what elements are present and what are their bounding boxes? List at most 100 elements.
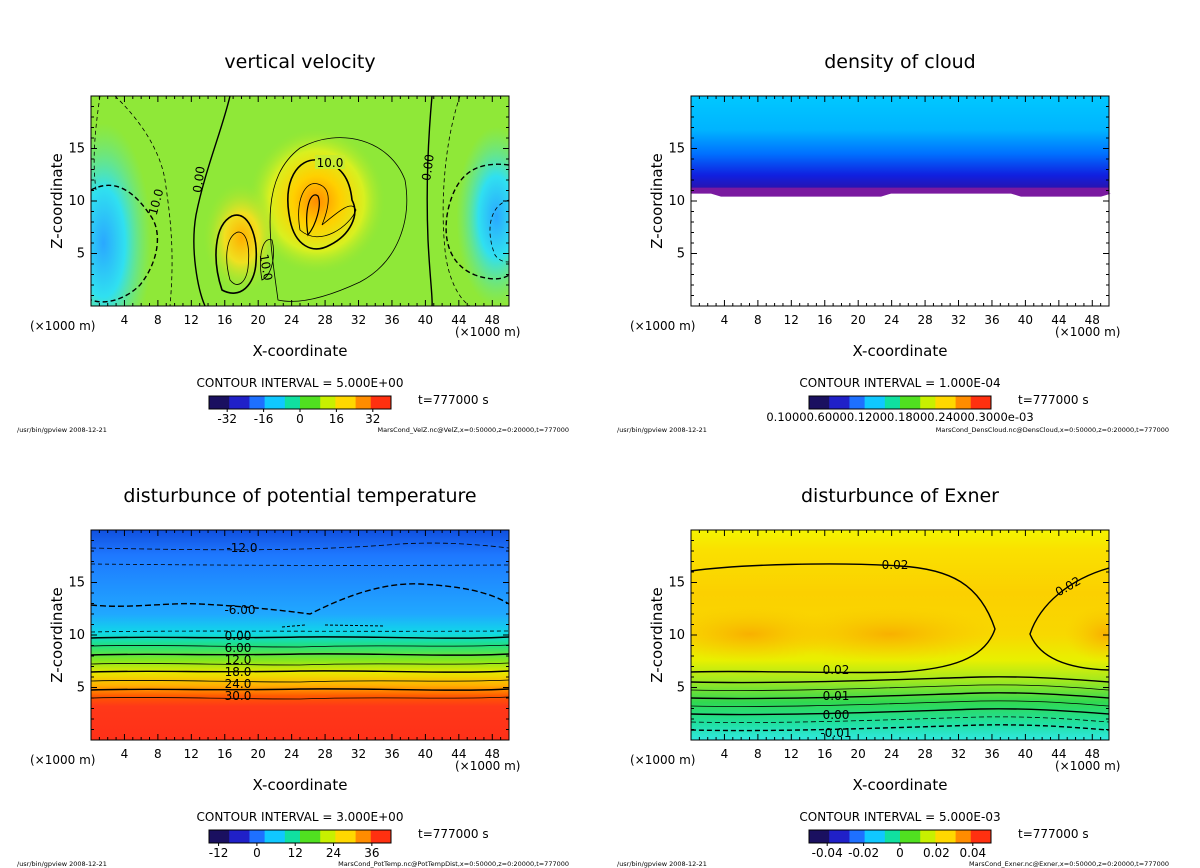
- footer-program: /usr/bin/gpview 2008-12-21: [17, 426, 107, 434]
- colorbar-cell: [879, 396, 886, 409]
- colorbar-cell: [300, 830, 306, 843]
- x-unit-left: (×1000 m): [630, 319, 695, 333]
- colorbar-cell: [930, 396, 936, 409]
- panel-exner: 0.02 0.02 0.02 0.01 0.00 -0.01 disturbunce of …: [617, 485, 1169, 868]
- colorbar-cell: [975, 830, 982, 843]
- colorbar-cell: [955, 396, 962, 409]
- colorbar-cell: [849, 830, 855, 843]
- contour-label: 30.0: [225, 689, 252, 703]
- colorbar-cell: [284, 396, 291, 409]
- contour-label: 12.0: [225, 653, 252, 667]
- contour-interval-text: CONTOUR INTERVAL = 5.000E+00: [197, 376, 404, 390]
- colorbar-cell: [300, 396, 306, 409]
- x-tick-label: 28: [917, 747, 932, 761]
- x-tick-label: 12: [184, 747, 199, 761]
- x-tick-label: 48: [485, 747, 500, 761]
- colorbar-cell: [960, 830, 967, 843]
- colorbar-cell: [980, 396, 987, 409]
- contour-label: 18.0: [225, 665, 252, 679]
- contour-label: -6.00: [224, 603, 255, 617]
- contour-line: [91, 644, 509, 648]
- colorbar-cell: [375, 396, 382, 409]
- colorbar-cell: [920, 830, 926, 843]
- colorbar-cell: [209, 830, 215, 843]
- x-axis-label: X-coordinate: [853, 776, 948, 794]
- y-tick-label: 10: [68, 628, 85, 643]
- heatmap-background: [91, 530, 509, 740]
- contour-line-negative: [91, 583, 509, 615]
- contour-label: 6.00: [225, 641, 252, 655]
- y-tick-label: 15: [668, 576, 685, 591]
- colorbar-cell: [849, 396, 855, 409]
- colorbar-cell: [289, 830, 296, 843]
- x-tick-label: 8: [154, 747, 162, 761]
- colorbar-cell: [315, 396, 321, 409]
- colorbar-cell: [325, 830, 331, 843]
- colorbar-cell: [269, 830, 276, 843]
- contour-label: 0.01: [823, 689, 850, 703]
- x-unit-right: (×1000 m): [455, 325, 520, 339]
- colorbar-cell: [930, 830, 936, 843]
- x-unit-left: (×1000 m): [30, 319, 95, 333]
- colorbar-tick-label: 24: [326, 846, 341, 860]
- colorbar: [808, 829, 992, 844]
- x-tick-label: 4: [121, 313, 129, 327]
- contour-line: [691, 700, 1109, 707]
- x-unit-right: (×1000 m): [1055, 759, 1120, 773]
- x-tick-label: 40: [1018, 747, 1033, 761]
- heatmap-field: [691, 96, 1111, 197]
- heatmap-field: [691, 530, 1109, 740]
- contour-line: [91, 688, 509, 691]
- colorbar-cell: [350, 396, 357, 409]
- x-tick-label: 12: [184, 313, 199, 327]
- footer-program: /usr/bin/gpview 2008-12-21: [17, 860, 107, 868]
- x-tick-label: 8: [754, 313, 762, 327]
- contour-line-negative: [281, 624, 306, 628]
- colorbar-cell: [239, 396, 245, 409]
- colorbar-tick-label: 0.04: [959, 846, 986, 860]
- colorbar-cell: [829, 396, 835, 409]
- colorbar: [208, 829, 392, 844]
- colorbar-cell: [889, 830, 896, 843]
- colorbar: [808, 395, 992, 410]
- colorbar-cell: [335, 396, 341, 409]
- y-tick-label: 15: [68, 576, 85, 591]
- x-tick-label: 4: [721, 313, 729, 327]
- colorbar-cell: [330, 396, 336, 409]
- x-unit-right: (×1000 m): [1055, 325, 1120, 339]
- colorbar-cell: [905, 830, 911, 843]
- x-tick-label: 48: [1085, 313, 1100, 327]
- x-tick-label: 4: [721, 747, 729, 761]
- x-axis-label: X-coordinate: [253, 342, 348, 360]
- x-tick-label: 24: [884, 747, 899, 761]
- colorbar-cell: [900, 830, 906, 843]
- x-tick-label: 36: [984, 313, 999, 327]
- chart-title: density of cloud: [824, 51, 976, 73]
- colorbar-cell: [925, 396, 931, 409]
- colorbar-cell: [945, 830, 952, 843]
- contour-interval-text: CONTOUR INTERVAL = 5.000E-03: [799, 810, 1000, 824]
- colorbar-cell: [874, 396, 881, 409]
- x-tick-label: 16: [217, 313, 232, 327]
- contour-line: [691, 708, 1109, 716]
- colorbar-cell: [380, 830, 387, 843]
- y-tick-label: 15: [68, 142, 85, 157]
- colorbar-cell: [365, 396, 372, 409]
- colorbar-cell: [869, 396, 876, 409]
- colorbar-cell: [284, 830, 291, 843]
- colorbar-cell: [315, 830, 321, 843]
- colorbar-cell: [980, 830, 987, 843]
- y-axis-label: Z-coordinate: [648, 153, 666, 248]
- heatmap-field: [91, 96, 509, 306]
- colorbar-cell: [920, 396, 926, 409]
- contour-line: [691, 563, 996, 674]
- colorbar-cell: [975, 396, 982, 409]
- downdraft-core: [456, 126, 509, 306]
- contour-labels: 10.0 0.00 10.0 0.00 10.0: [146, 153, 437, 281]
- y-tick-label: 10: [668, 194, 685, 209]
- contour-line-negative: [91, 563, 509, 566]
- x-tick-label: 20: [251, 747, 266, 761]
- colorbar-cell: [264, 830, 271, 843]
- x-tick-label: 28: [917, 313, 932, 327]
